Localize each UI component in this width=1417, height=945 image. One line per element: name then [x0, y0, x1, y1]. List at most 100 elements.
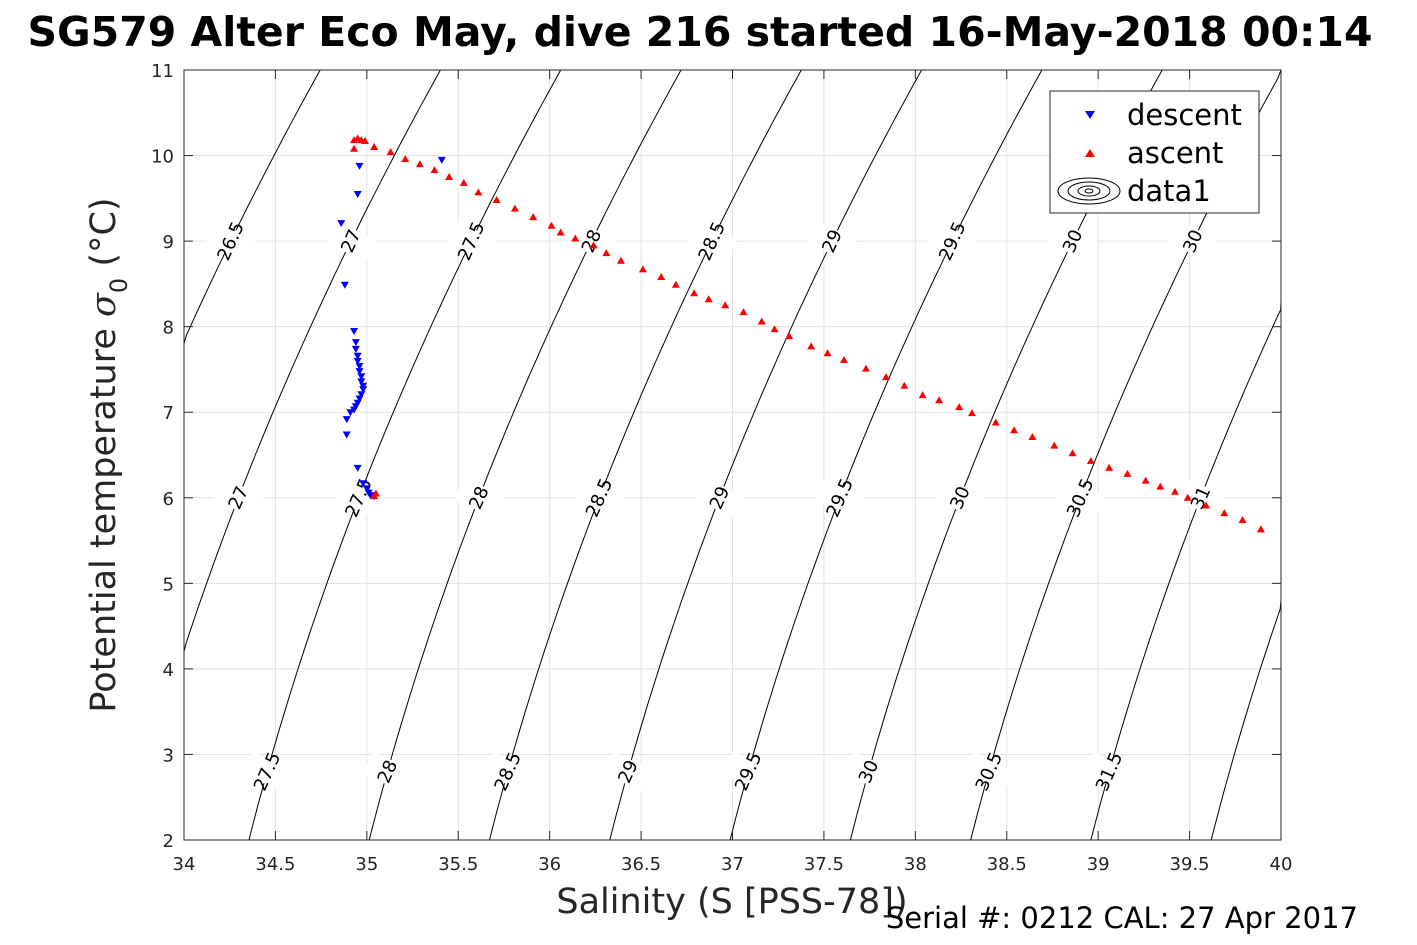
ascent-point — [370, 143, 379, 150]
contour-label-bg — [694, 477, 745, 518]
y-axis-label-unit: (°C) — [84, 197, 124, 277]
density-contour-line — [248, 69, 562, 841]
contour-label-bg — [1167, 221, 1218, 262]
legend-ascent-marker — [1085, 149, 1095, 157]
ascent-point — [492, 196, 501, 204]
contour-label-bg — [1047, 221, 1098, 262]
legend-box — [1049, 90, 1260, 214]
descent-point — [350, 327, 359, 335]
ascent-point — [445, 172, 454, 180]
x-tick-label: 39 — [1087, 854, 1110, 875]
density-contour-line — [1210, 583, 1282, 841]
contour-label-bg — [723, 751, 774, 792]
ascent-point — [1068, 449, 1077, 457]
descent-point — [357, 373, 366, 381]
ascent-point — [1105, 463, 1114, 471]
x-tick-label: 35.5 — [438, 854, 478, 875]
legend-ascent-label: ascent — [1127, 136, 1223, 170]
ascent-point — [671, 280, 680, 288]
descent-point — [350, 406, 359, 414]
x-tick-label: 38.5 — [987, 854, 1027, 875]
contour-label-bg — [935, 477, 986, 518]
contour-label-bg — [333, 477, 384, 518]
ascent-point — [757, 317, 766, 325]
ascent-point — [616, 256, 625, 264]
contour-label-bg — [482, 751, 533, 792]
legend-descent-marker — [1085, 111, 1095, 119]
legend: descent ascent data1 — [1049, 90, 1260, 214]
descent-point — [355, 368, 364, 376]
ascent-point — [1028, 433, 1037, 441]
y-axis-label: Potential temperature σ0 (°C) — [84, 197, 133, 712]
y-tick-label: 8 — [163, 318, 174, 339]
descent-point — [355, 395, 364, 403]
y-tick-label: 6 — [163, 489, 174, 510]
ascent-point — [589, 241, 598, 249]
descent-point — [353, 464, 362, 472]
ascent-point — [1010, 426, 1019, 434]
x-tick-label: 40 — [1270, 854, 1293, 875]
descent-point — [437, 156, 446, 164]
y-tick-label: 9 — [163, 232, 174, 253]
descent-point — [353, 352, 362, 360]
y-tick-label: 2 — [163, 831, 174, 852]
y-axis-label-symbol: σ — [84, 292, 124, 317]
ascent-point — [571, 234, 580, 242]
y-axis-label-subscript: 0 — [105, 278, 133, 293]
contour-label-bg — [446, 221, 497, 262]
ascent-point — [415, 160, 424, 168]
x-tick-label: 34.5 — [255, 854, 295, 875]
ascent-point — [1238, 516, 1247, 524]
y-tick-label: 3 — [163, 745, 174, 766]
contour-label-bg — [807, 221, 858, 262]
density-contour-line — [609, 69, 923, 841]
x-tick-label: 36 — [538, 854, 561, 875]
contour-label-bg — [205, 221, 256, 262]
contour-label-bg — [453, 477, 504, 518]
x-tick-label: 38 — [904, 854, 927, 875]
y-axis-ticks: 2 3 4 5 6 7 8 9 10 11 — [151, 61, 1281, 852]
contour-label-bg — [574, 477, 625, 518]
ascent-point — [955, 403, 964, 411]
density-contour-line — [183, 69, 321, 361]
contour-label-bg — [603, 751, 654, 792]
x-axis-ticks: 34 34.5 35 35.5 36 36.5 37 37.5 38 38.5 39 39.5 40 — [173, 70, 1293, 875]
descent-point — [362, 485, 371, 493]
ascent-point — [1170, 487, 1179, 495]
serial-calibration-footer: Serial #: 0212 CAL: 27 Apr 2017 — [886, 901, 1358, 935]
ascent-point — [430, 166, 439, 174]
descent-point — [340, 281, 349, 289]
chart-title: SG579 Alter Eco May, dive 216 started 16… — [28, 8, 1373, 56]
descent-point — [353, 191, 362, 199]
ascent-point — [968, 409, 977, 417]
ascent-point — [721, 301, 730, 309]
ascent-point — [350, 144, 359, 152]
density-contour-line — [183, 69, 441, 678]
contour-label-bg — [686, 221, 737, 262]
ascent-point — [401, 154, 410, 162]
contour-label-bg — [963, 751, 1014, 792]
ascent-point — [459, 178, 468, 186]
ascent-point — [882, 373, 891, 381]
legend-data1-contour-icon — [1057, 177, 1121, 205]
contour-label-bg — [1084, 751, 1135, 792]
x-tick-label: 37 — [721, 854, 744, 875]
ascent-point — [510, 204, 519, 212]
ascent-point — [657, 273, 666, 281]
descent-point — [357, 391, 366, 399]
ascent-point — [918, 391, 927, 399]
ascent-point — [547, 221, 556, 229]
x-axis-label: Salinity (S [PSS-78]) — [556, 882, 907, 922]
density-contour-line — [1090, 292, 1282, 841]
descent-point — [342, 416, 351, 424]
ascent-point — [370, 492, 379, 500]
ascent-point — [1141, 476, 1150, 484]
ascent-point — [602, 249, 611, 257]
contour-label-bg — [927, 221, 978, 262]
ascent-point — [556, 228, 565, 236]
descent-point — [351, 345, 360, 353]
y-tick-label: 11 — [151, 61, 174, 82]
ascent-point — [935, 396, 944, 404]
y-tick-label: 5 — [163, 574, 174, 595]
